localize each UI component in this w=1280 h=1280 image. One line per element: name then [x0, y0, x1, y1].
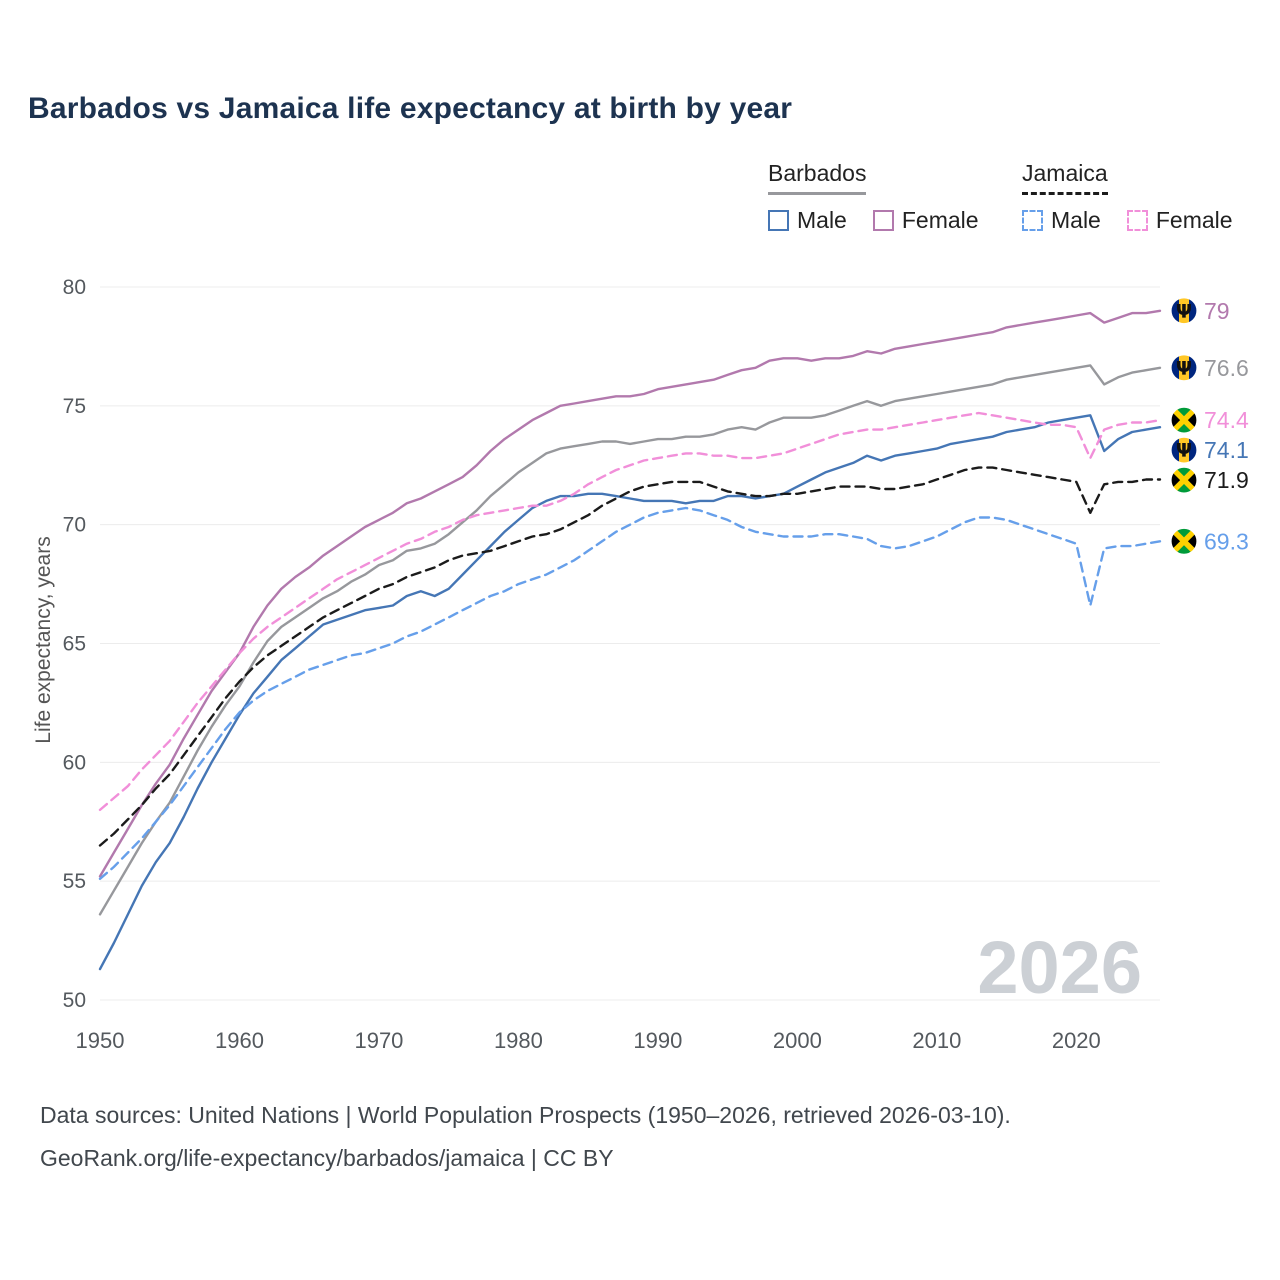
x-tick-label: 1980 — [494, 1028, 543, 1053]
y-tick-label: 50 — [63, 989, 86, 1012]
series-barbados-male — [98, 414, 1162, 971]
flag-ring — [1170, 354, 1198, 382]
jamaica-male-key-swatch — [1022, 210, 1043, 231]
legend-group-jamaica: Jamaica Male Female — [1022, 160, 1233, 234]
barbados-male-key-swatch — [768, 210, 789, 231]
end-value-barbados-male: 74.1 — [1204, 437, 1249, 463]
y-tick-label: 60 — [63, 751, 86, 774]
legend-item-barbados-male: Male — [768, 207, 847, 234]
legend-item-jamaica-female: Female — [1126, 207, 1233, 234]
y-tick-label: 75 — [63, 395, 86, 418]
chart-footer: Data sources: United Nations | World Pop… — [40, 1102, 1011, 1188]
flag-ring — [1170, 406, 1198, 434]
x-tick-label: 1960 — [215, 1028, 264, 1053]
flag-ring — [1170, 466, 1198, 494]
flag-ring — [1170, 436, 1198, 464]
x-tick-label: 2000 — [773, 1028, 822, 1053]
jamaica-flag-icon — [1171, 407, 1197, 434]
legend-item-jamaica-male: Male — [1022, 207, 1101, 234]
x-tick-label: 1990 — [633, 1028, 682, 1053]
series-jamaica-male — [98, 506, 1162, 880]
y-tick-label: 80 — [63, 276, 86, 299]
barbados-flag-icon: Ψ — [1171, 437, 1197, 464]
end-value-jamaica-female: 74.4 — [1204, 407, 1249, 433]
legend-group-barbados: Barbados Male Female — [768, 160, 979, 234]
watermark-year: 2026 — [977, 926, 1142, 1009]
legend-jamaica-items: Male Female — [1022, 207, 1233, 234]
svg-text:Ψ: Ψ — [1176, 440, 1192, 462]
legend-jamaica-header: Jamaica — [1022, 160, 1108, 195]
y-tick-label: 65 — [63, 633, 86, 656]
x-tick-label: 2010 — [912, 1028, 961, 1053]
x-tick-label: 2020 — [1052, 1028, 1101, 1053]
series-jamaica-female — [98, 411, 1162, 812]
barbados-flag-icon: Ψ — [1171, 297, 1197, 324]
flag-ring — [1170, 297, 1198, 325]
y-tick-label: 55 — [63, 870, 86, 893]
jamaica-female-key-swatch — [1126, 210, 1148, 231]
barbados-male-key-label: Male — [797, 207, 847, 233]
x-ticks: 1950 1960 1970 1980 1990 2000 2010 2020 — [76, 1028, 1101, 1053]
jamaica-male-key-label: Male — [1051, 207, 1101, 233]
jamaica-flag-icon — [1171, 467, 1197, 494]
end-value-jamaica-all: 71.9 — [1204, 467, 1249, 493]
svg-text:Ψ: Ψ — [1176, 357, 1192, 379]
legend-jamaica-label: Jamaica — [1022, 160, 1108, 186]
series-barbados-female — [98, 309, 1162, 878]
end-value-jamaica-male: 69.3 — [1204, 528, 1249, 554]
jamaica-female-key-label: Female — [1155, 207, 1233, 233]
legend-barbados-label: Barbados — [768, 160, 867, 186]
y-tick-label: 70 — [63, 514, 86, 537]
jamaica-flag-icon — [1171, 528, 1197, 555]
end-labels: Ψ 79 Ψ 76.6 74.4 Ψ 74.1 — [1170, 297, 1249, 555]
y-grid-and-ticks: 50 55 60 65 70 75 80 — [63, 276, 1160, 1012]
barbados-flag-icon: Ψ — [1171, 354, 1197, 381]
end-value-barbados-female: 79 — [1204, 298, 1230, 324]
flag-ring — [1170, 527, 1198, 555]
barbados-female-key-label: Female — [901, 207, 979, 233]
attribution-text: GeoRank.org/life-expectancy/barbados/jam… — [40, 1145, 614, 1171]
data-sources-text: Data sources: United Nations | World Pop… — [40, 1102, 1011, 1128]
barbados-female-key-swatch — [872, 210, 894, 231]
legend-barbados-items: Male Female — [768, 207, 979, 234]
legend-barbados-header: Barbados — [768, 160, 867, 195]
end-value-barbados-all: 76.6 — [1204, 355, 1249, 381]
x-tick-label: 1950 — [76, 1028, 125, 1053]
svg-text:Ψ: Ψ — [1176, 300, 1192, 322]
x-tick-label: 1970 — [354, 1028, 403, 1053]
page-title: Barbados vs Jamaica life expectancy at b… — [28, 92, 793, 125]
series-barbados-all — [98, 364, 1162, 916]
legend-item-barbados-female: Female — [872, 207, 979, 234]
